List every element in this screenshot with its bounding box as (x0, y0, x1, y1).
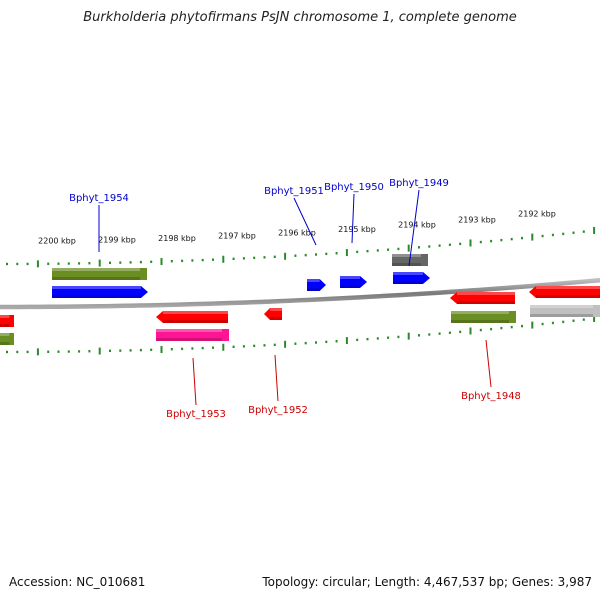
gene-label-leader-line (274, 354, 279, 402)
gene-arrow-blue[interactable] (52, 286, 148, 298)
gene-arrow-blue[interactable] (393, 272, 430, 284)
gene-block-olive[interactable] (451, 311, 516, 323)
gene-block-red[interactable] (0, 315, 14, 327)
gene-block-olive[interactable] (0, 333, 14, 345)
gene-arrow-red[interactable] (450, 292, 515, 304)
gene-label[interactable]: Bphyt_1948 (461, 391, 521, 402)
scale-label: 2195 kbp (338, 225, 376, 234)
gene-label[interactable]: Bphyt_1953 (166, 409, 226, 420)
scale-label: 2200 kbp (38, 237, 76, 246)
accession-text: Accession: NC_010681 (9, 575, 146, 589)
gene-arrow-red[interactable] (264, 308, 282, 320)
scale-label: 2193 kbp (458, 215, 496, 224)
scale-label: 2192 kbp (518, 210, 556, 219)
gene-arrow-red[interactable] (529, 286, 600, 298)
gene-arrow-red[interactable] (156, 311, 228, 323)
scale-label: 2198 kbp (158, 234, 196, 243)
gene-label-leader-line (351, 193, 355, 244)
scale-label: 2194 kbp (398, 220, 436, 229)
scale-label: 2199 kbp (98, 236, 136, 245)
gene-label[interactable]: Bphyt_1951 (264, 186, 324, 197)
gene-label-leader-line (408, 189, 420, 267)
gene-label-leader-line (485, 339, 492, 388)
gene-label[interactable]: Bphyt_1954 (69, 193, 129, 204)
gene-label[interactable]: Bphyt_1950 (324, 182, 384, 193)
topology-text: Topology: circular; Length: 4,467,537 bp… (262, 575, 592, 589)
map-title: Burkholderia phytofirmans PsJN chromosom… (83, 10, 517, 25)
gene-arrow-blue[interactable] (340, 276, 367, 288)
gene-label[interactable]: Bphyt_1949 (389, 178, 449, 189)
gene-block-lightgray[interactable] (530, 305, 600, 317)
gene-label[interactable]: Bphyt_1952 (248, 405, 308, 416)
gene-block-olive[interactable] (52, 268, 147, 280)
gene-label-leader-line (192, 357, 197, 406)
scale-label: 2197 kbp (218, 232, 256, 241)
gene-arrow-blue[interactable] (307, 279, 326, 291)
scale-label: 2196 kbp (278, 229, 316, 238)
genome-backbone (0, 277, 600, 310)
gene-block-magenta[interactable] (156, 329, 229, 341)
gene-label-leader-line (293, 197, 317, 246)
